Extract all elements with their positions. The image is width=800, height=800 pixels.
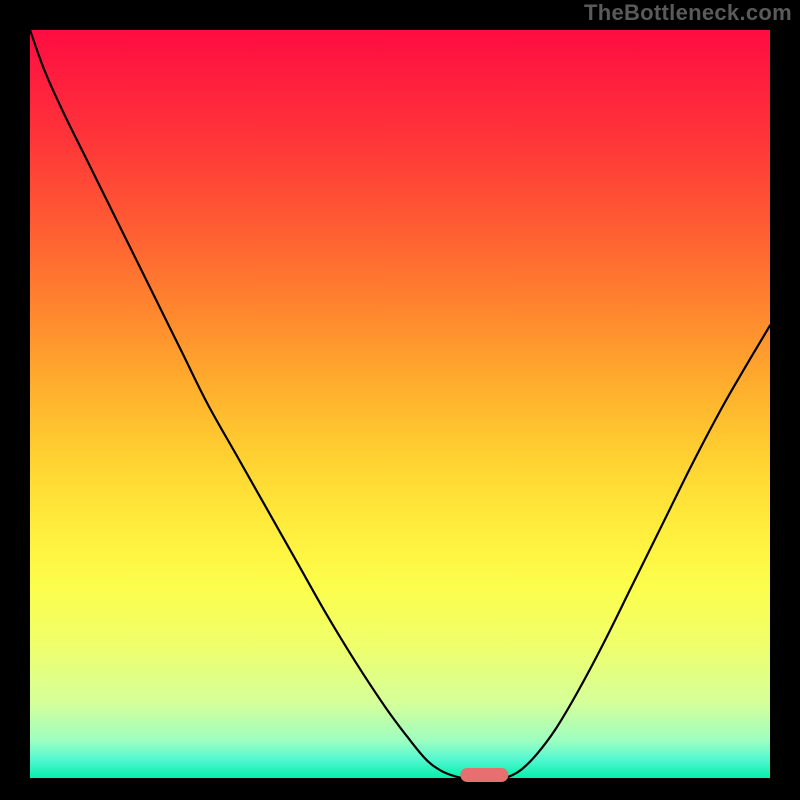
bottleneck-chart [0,0,800,800]
chart-background-gradient [30,30,770,778]
minimum-marker [460,768,508,782]
watermark-text: TheBottleneck.com [584,0,792,26]
